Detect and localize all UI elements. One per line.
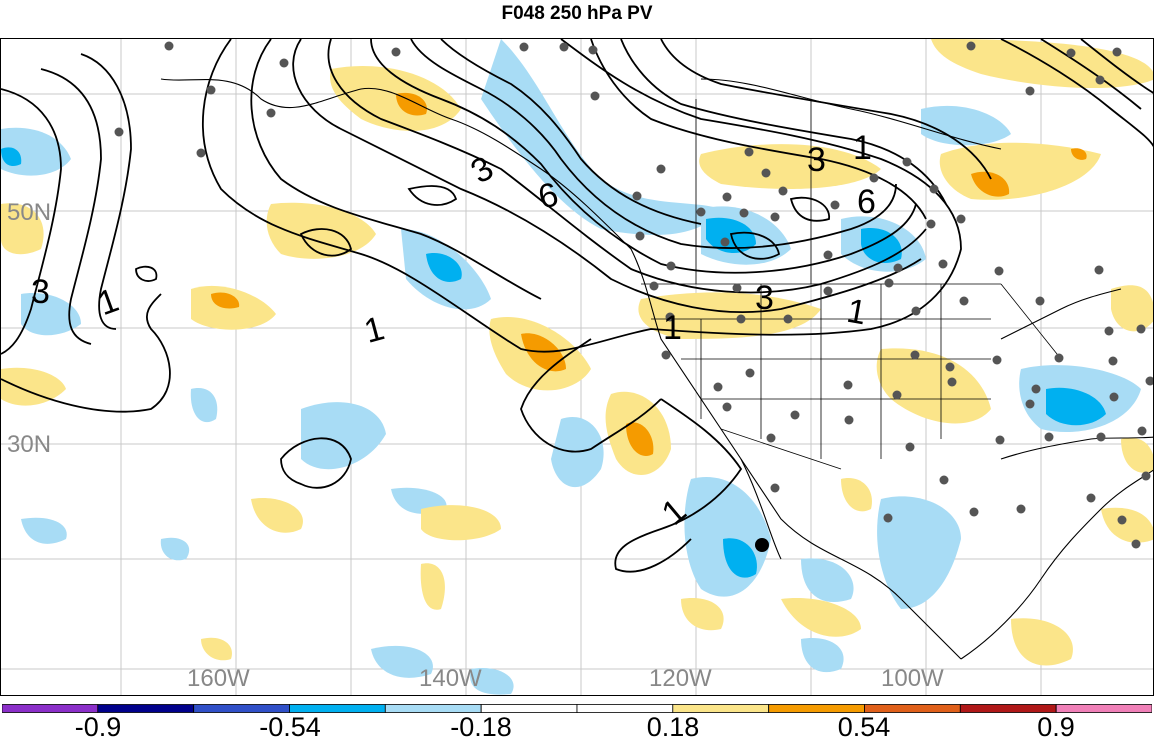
contour-label: 1 [853,129,872,168]
lon-label-160w: 160W [187,665,250,693]
contour-label: 1 [663,309,682,348]
lat-label-30n: 30N [7,431,51,459]
lon-label-140w: 140W [419,665,482,693]
contour-label: 3 [31,273,50,312]
lon-label-120w: 120W [649,665,712,693]
marker-dot [755,538,769,552]
contour-label: 6 [857,183,876,222]
colorbar-label: -0.18 [450,712,512,743]
colorbar-label: 0.18 [647,712,700,743]
map-title: F048 250 hPa PV [0,0,1154,34]
lat-label-50n: 50N [7,199,51,227]
colorbar-label: 0.54 [838,712,891,743]
map-canvas [1,39,1154,696]
pv-map: 3 1 1 3 6 6 3 1 3 1 1 1 50N 30N 160W 140… [0,38,1154,696]
colorbar [2,704,1152,713]
lon-label-100w: 100W [881,665,944,693]
colorbar-label: -0.9 [75,712,122,743]
colorbar-label: -0.54 [259,712,321,743]
colorbar-label: 0.9 [1037,712,1075,743]
contour-label: 3 [755,279,774,318]
contour-label: 3 [807,141,826,180]
